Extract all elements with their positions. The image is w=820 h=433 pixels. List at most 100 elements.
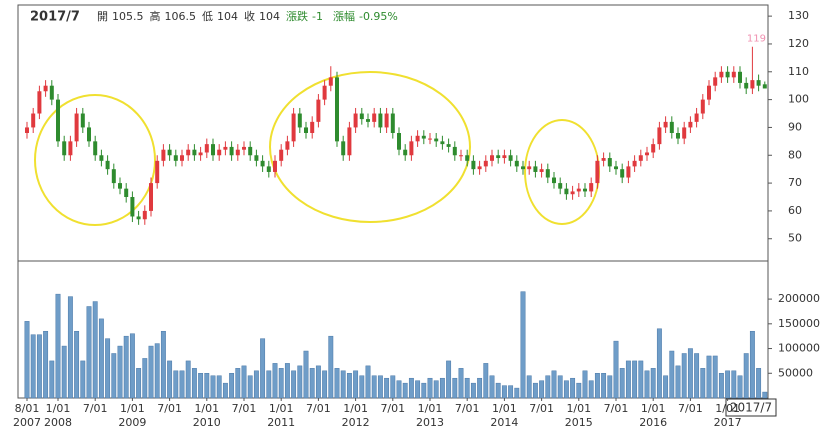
header-date: 2017/7	[30, 10, 80, 25]
volume-bar	[210, 375, 216, 399]
candle-body	[750, 80, 755, 89]
candle-body	[626, 166, 631, 178]
candle-body	[713, 77, 718, 86]
candle-body	[415, 135, 420, 142]
candle-body	[310, 121, 315, 133]
y-tick-label: 70	[788, 176, 802, 189]
x-year-label: 2011	[267, 416, 295, 429]
volume-bar	[520, 291, 526, 399]
volume-bar	[67, 296, 73, 399]
candle-body	[744, 82, 749, 89]
volume-bar	[129, 333, 135, 399]
volume-bar	[396, 380, 402, 399]
volume-bar	[98, 318, 104, 399]
y-tick-label: 80	[788, 148, 802, 161]
volume-bar	[625, 360, 631, 399]
volume-bar	[365, 365, 371, 399]
x-tick-label: 7/01	[604, 402, 629, 415]
x-tick-label: 1/01	[120, 402, 145, 415]
volume-bar	[539, 380, 545, 399]
volume-bar	[191, 368, 197, 399]
candle-body	[614, 166, 618, 170]
candle-body	[173, 155, 178, 161]
x-tick-label: 7/01	[83, 402, 108, 415]
candle-body	[347, 127, 352, 156]
candle-body	[508, 155, 513, 161]
volume-bar	[427, 377, 433, 399]
volume-bar	[167, 360, 173, 399]
volume-bar	[328, 335, 334, 399]
candle-body	[372, 113, 377, 122]
candle-body	[496, 155, 501, 159]
candle-body	[688, 121, 693, 128]
volume-bar	[501, 385, 507, 399]
volume-bar	[43, 330, 49, 399]
header-label: 開	[97, 10, 108, 23]
y-tick-label: 130	[788, 9, 809, 22]
header-value: -0.95%	[359, 10, 398, 23]
candle-body	[651, 144, 656, 153]
candle-body	[297, 113, 302, 128]
candle-body	[37, 91, 42, 114]
y-tick-label: 120	[788, 37, 809, 50]
header-value: 105.5	[112, 10, 144, 23]
volume-bar	[551, 370, 557, 399]
candle-body	[211, 144, 215, 156]
volume-bar	[222, 382, 228, 399]
candle-body	[223, 146, 228, 150]
candle-body	[397, 133, 401, 150]
x-tick-label: 1/01	[46, 402, 71, 415]
volume-bar	[582, 370, 588, 399]
volume-bar	[706, 355, 712, 399]
volume-bar	[408, 377, 414, 399]
candle-body	[465, 155, 470, 161]
volume-bar	[613, 340, 619, 399]
candle-body	[118, 183, 122, 189]
volume-bar	[160, 330, 166, 399]
candle-body	[359, 113, 364, 120]
candle-body	[669, 121, 674, 133]
volume-bar	[260, 338, 266, 399]
volume-bar	[173, 370, 179, 399]
x-year-label: 2008	[44, 416, 72, 429]
candle-body	[155, 160, 160, 184]
volume-bar	[235, 368, 241, 399]
volume-bar	[756, 368, 762, 399]
candle-body	[645, 152, 649, 156]
x-tick-label: 1/01	[343, 402, 368, 415]
volume-bar	[74, 330, 80, 399]
candle-body	[477, 166, 482, 170]
x-year-label: 2016	[639, 416, 667, 429]
volume-bar	[532, 382, 538, 399]
candle-body	[539, 169, 544, 172]
volume-bar	[718, 373, 724, 399]
candle-body	[322, 85, 327, 100]
volume-tick-label: 150000	[778, 317, 820, 330]
candle-body	[304, 127, 308, 133]
volume-bar	[142, 358, 148, 399]
candle-body	[694, 113, 699, 122]
volume-tick-label: 200000	[778, 292, 820, 305]
candle-body	[328, 77, 333, 86]
candle-body	[80, 113, 85, 128]
header-value: 104	[217, 10, 238, 23]
x-tick-label: 1/01	[194, 402, 219, 415]
candle-body	[149, 183, 153, 211]
volume-bar	[278, 368, 284, 399]
candle-body	[180, 155, 184, 161]
volume-bar	[588, 380, 594, 399]
volume-bar	[700, 368, 706, 399]
candle-body	[111, 169, 116, 184]
volume-bar	[681, 353, 687, 399]
candle-body	[62, 141, 67, 156]
volume-bar	[563, 380, 569, 399]
volume-bar	[439, 377, 445, 399]
volume-bar	[154, 343, 160, 399]
candle-body	[452, 146, 457, 156]
volume-bar	[291, 370, 297, 399]
candle-body	[440, 141, 445, 145]
volume-bar	[638, 360, 644, 399]
volume-bar	[687, 348, 693, 399]
